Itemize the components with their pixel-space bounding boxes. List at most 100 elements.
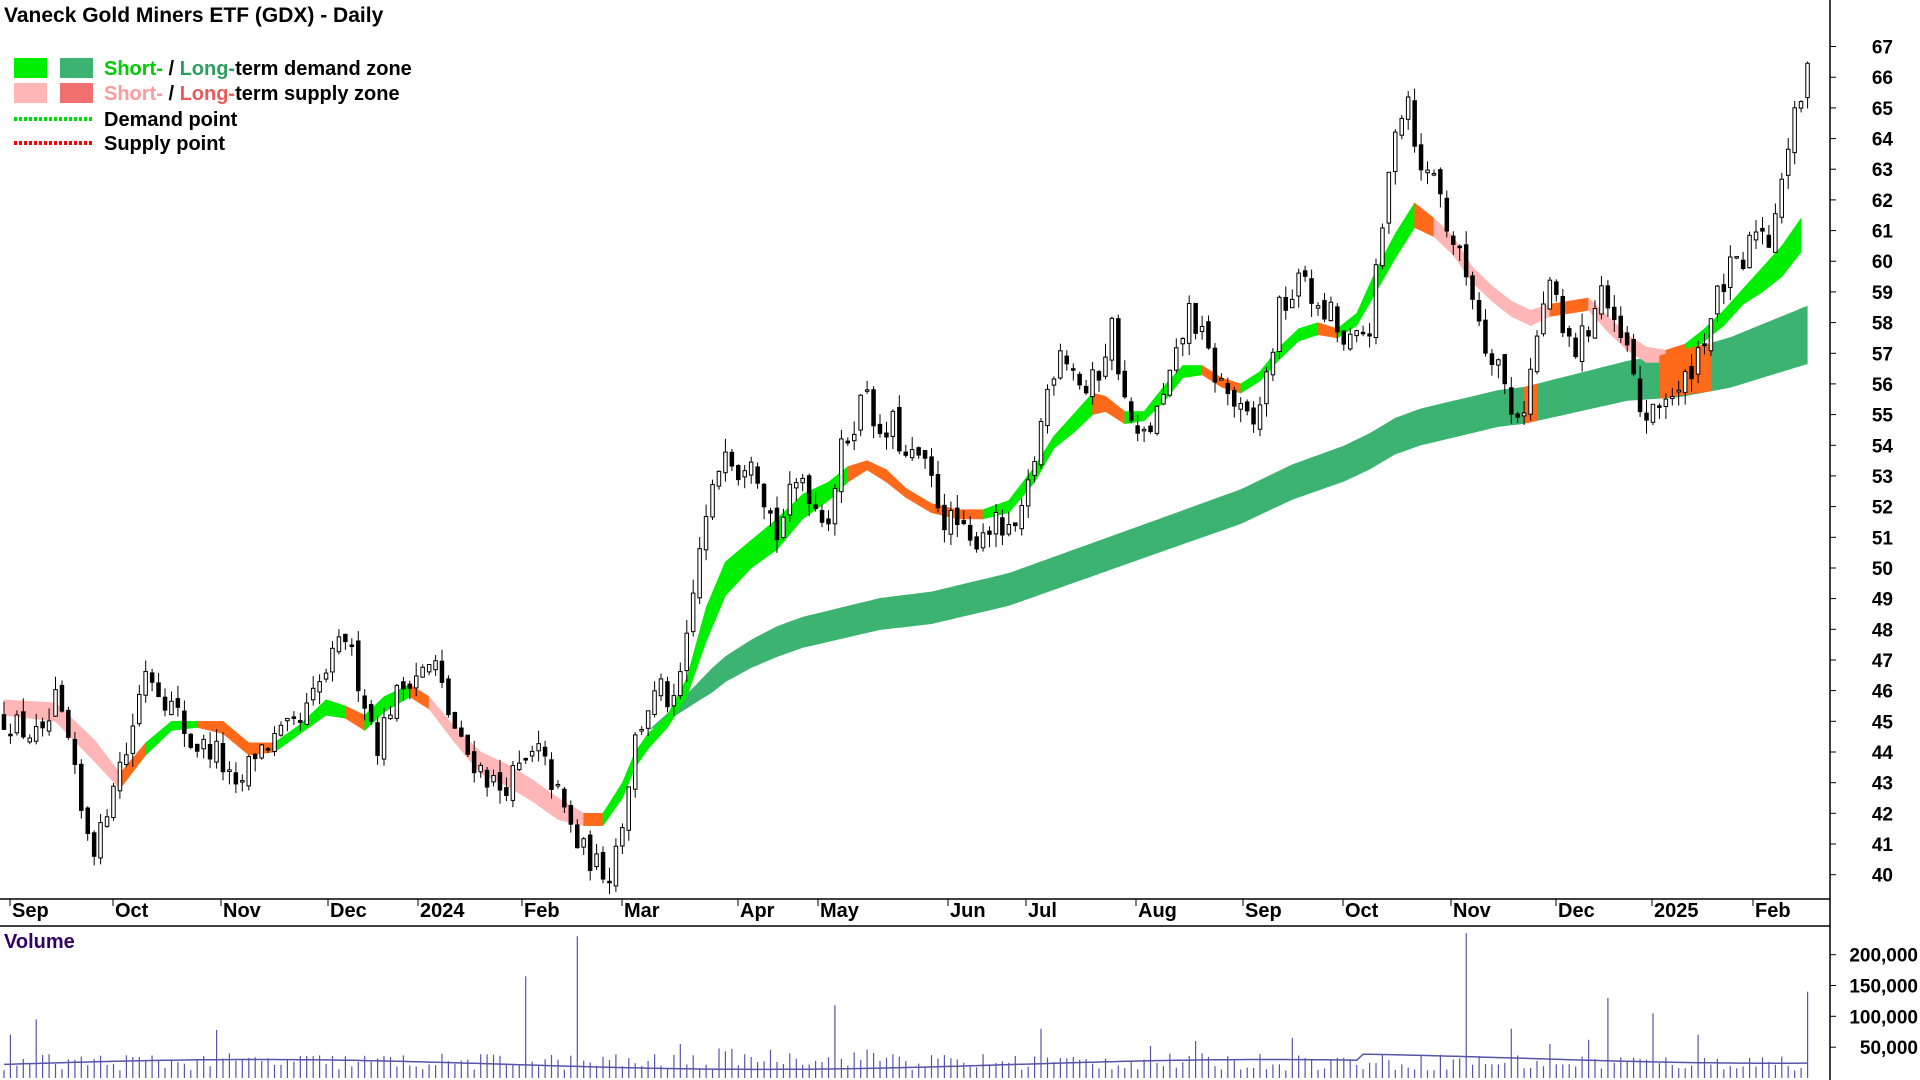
candle-body (79, 763, 84, 811)
month-axis: Sep Oct Nov Dec 2024 Feb Mar Apr May Jun Jul Aug Sep… (9, 899, 1791, 922)
y-tick-label: 63 (1872, 160, 1893, 181)
candle-body (1013, 522, 1018, 527)
candle-body (1367, 333, 1372, 337)
candle-body (1605, 285, 1611, 309)
candle-body (1083, 385, 1089, 394)
candle-body (72, 739, 78, 765)
candle-body (1283, 297, 1288, 311)
candle-body (1206, 321, 1211, 349)
candle-body (1071, 368, 1076, 371)
candle-body (510, 765, 516, 801)
legend-swatch-short-demand (14, 58, 47, 78)
candle-body (1798, 101, 1804, 109)
candle-body (697, 548, 702, 599)
candle-body (1051, 378, 1057, 386)
candle-body (1521, 412, 1527, 417)
candle-body (819, 510, 825, 523)
candle-body (703, 516, 709, 551)
candle-body (1644, 412, 1649, 421)
candle-body (175, 698, 181, 708)
candle-body (716, 470, 722, 487)
candle-body (1373, 264, 1379, 339)
candle-body (1328, 301, 1334, 322)
candle-body (1296, 272, 1301, 297)
y-tick-label: 50 (1872, 559, 1893, 580)
candle-body (671, 695, 677, 707)
candle-body (1631, 339, 1636, 375)
candle-body (188, 733, 193, 748)
candle-body (1586, 330, 1591, 337)
candle-body (987, 530, 992, 535)
y-tick-label: 46 (1872, 682, 1893, 703)
candle-body (8, 733, 13, 737)
candle-body (562, 788, 567, 808)
candle-body (1322, 299, 1327, 320)
y-tick-label: 64 (1872, 130, 1894, 151)
candle-body (864, 389, 870, 392)
candle-body (1734, 256, 1739, 259)
candle-body (1579, 325, 1585, 362)
candle-body (368, 704, 374, 722)
candle-body (929, 456, 934, 476)
candle-body (1032, 461, 1037, 476)
month-label: Sep (1245, 900, 1282, 922)
candle-body (149, 672, 155, 683)
candle-body (1380, 227, 1385, 267)
candle-body (607, 880, 612, 884)
month-label: May (820, 900, 860, 922)
candle-body (523, 758, 528, 761)
candle-body (201, 738, 206, 750)
candle-body (240, 780, 245, 783)
candle-body (278, 724, 284, 736)
candle-body (575, 824, 580, 849)
candle-body (1592, 308, 1598, 339)
candle-body (1393, 131, 1398, 173)
candle-body (813, 504, 818, 510)
candle-body (755, 466, 760, 484)
candle-body (974, 536, 979, 550)
candle-body (955, 507, 960, 526)
candle-body (491, 775, 496, 783)
candle-body (993, 511, 999, 535)
candle-body (349, 644, 355, 647)
candle-body (748, 461, 754, 476)
y-tick-label: 66 (1872, 68, 1893, 89)
candle-body (1186, 303, 1192, 344)
month-label: 2025 (1654, 900, 1699, 922)
candle-body (600, 852, 606, 880)
legend-demand-point: Demand point (104, 109, 238, 131)
candle-body (787, 483, 793, 516)
y-tick-label: 60 (1872, 252, 1893, 273)
legend-swatch-long-demand (60, 58, 93, 78)
candle-body (1760, 227, 1765, 232)
candle-body (1161, 393, 1166, 405)
candle-body (626, 786, 631, 831)
candle-body (1721, 284, 1727, 293)
candle-body (1457, 245, 1462, 249)
candle-body (1064, 355, 1069, 365)
candle-body (794, 482, 799, 489)
candle-body (285, 717, 290, 722)
chart-title: Vaneck Gold Miners ETF (GDX) - Daily (4, 4, 384, 27)
candle-body (1199, 326, 1205, 332)
y-tick-label: 55 (1872, 406, 1894, 427)
candle-body (1251, 407, 1256, 425)
y-tick-label: 47 (1872, 651, 1893, 672)
candle-body (1509, 387, 1514, 415)
y-tick-label: 45 (1872, 712, 1894, 733)
price-candles (1, 61, 1810, 895)
candle-body (1122, 370, 1127, 398)
candle-body (1341, 330, 1346, 345)
candle-body (233, 772, 239, 785)
candle-body (542, 746, 548, 757)
candle-body (1290, 298, 1295, 309)
candle-body (169, 700, 174, 716)
candle-body (948, 510, 954, 535)
candle-body (897, 407, 902, 452)
month-label: Sep (12, 900, 49, 922)
candle-body (426, 664, 432, 673)
month-label: Jul (1028, 900, 1057, 922)
candle-body (922, 450, 928, 459)
candle-body (903, 451, 908, 456)
candle-body (1038, 420, 1044, 466)
